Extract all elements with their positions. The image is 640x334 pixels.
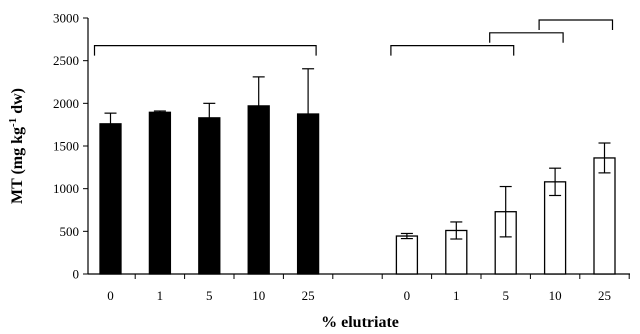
y-ticks: 0 500 1000 1500 2000 2500 3000 [53,11,88,282]
x-tick-label: 25 [302,288,315,303]
y-tick-label: 1500 [53,139,79,154]
x-tick-label: 25 [598,288,611,303]
x-tick-label: 1 [157,288,164,303]
x-axis-title: % elutriate [321,314,399,331]
bar [198,117,221,275]
significance-bracket [538,19,614,30]
bar [395,235,419,275]
significance-brackets [93,19,614,56]
bar [296,113,320,275]
x-tick-label: 1 [453,288,460,303]
y-tick-label: 2000 [53,96,79,111]
y-tick-label: 1000 [53,181,79,196]
x-tick-label: 0 [404,288,411,303]
bar [148,111,172,275]
x-tick-label: 5 [502,288,509,303]
bar [99,123,122,275]
y-tick-label: 3000 [53,11,79,26]
y-tick-label: 0 [73,267,80,282]
x-tick-labels: 0 1 5 10 25 0 1 5 10 25 [107,288,611,303]
y-tick-label: 2500 [53,53,79,68]
x-tick-label: 5 [206,288,213,303]
x-tick-label: 10 [549,288,562,303]
y-axis-title: MT (mg kg-1 dw) [7,88,26,204]
x-tick-label: 0 [107,288,114,303]
y-tick-label: 500 [60,224,80,239]
significance-bracket [390,45,515,56]
bar [247,105,270,275]
bar [593,157,616,275]
x-tick-label: 10 [252,288,265,303]
error-bars [104,68,611,240]
bars [99,105,616,275]
significance-bracket [93,45,317,56]
significance-bracket [489,32,564,43]
